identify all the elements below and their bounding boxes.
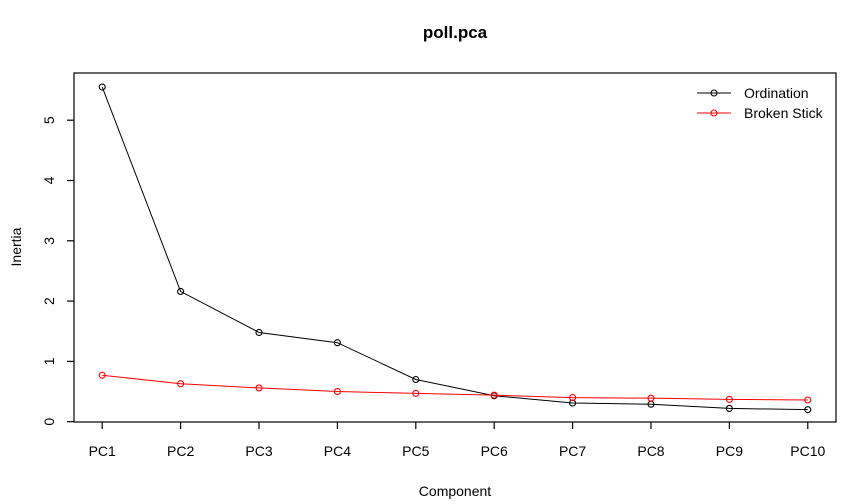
x-axis: PC1 PC2 PC3 PC4 PC5 PC6 PC7 PC8 PC9 PC10 [89,422,825,459]
data-point-broken-stick-pc4 [333,387,341,396]
y-tick-label: 1 [41,357,57,365]
data-point-ordination-pc10 [804,406,812,414]
x-tick-label: PC10 [790,443,825,459]
data-point-broken-stick-pc2 [177,380,185,388]
y-axis: 0 1 2 3 4 5 [41,116,74,426]
x-tick-label: PC4 [324,443,351,459]
data-point-broken-stick-pc9 [725,395,733,403]
y-tick-label: 0 [41,418,57,426]
data-point-ordination-pc7 [569,399,577,407]
data-point-broken-stick-pc1 [98,371,106,379]
legend-line-marker-icon [697,89,731,97]
x-axis-label: Component [418,483,492,499]
x-tick-label: PC5 [402,443,429,459]
series-ordination [98,83,812,414]
data-point-broken-stick-pc8 [647,394,655,402]
data-point-broken-stick-pc5 [412,389,420,397]
plot-box [73,72,837,423]
series-line-broken-stick [102,374,808,401]
y-axis-label: Inertia [8,227,24,267]
data-point-ordination-pc2 [177,287,185,296]
chart-legend: Ordination Broken Stick [697,83,823,123]
chart-title: poll.pca [422,23,488,42]
series-line-ordination [101,86,808,411]
y-tick-label: 4 [41,176,57,184]
x-tick-label: PC7 [559,443,586,459]
x-tick-label: PC1 [89,443,116,459]
data-point-broken-stick-pc6 [490,391,498,399]
data-point-ordination-pc9 [725,404,733,412]
x-tick-label: PC2 [167,443,194,459]
legend-label-ordination: Ordination [744,85,809,101]
data-point-broken-stick-pc3 [255,384,263,392]
legend-line-marker-icon [697,109,731,117]
legend-label-broken-stick: Broken Stick [744,105,823,121]
series-broken-stick [98,371,812,404]
legend-item-broken-stick: Broken Stick [697,103,823,123]
data-point-ordination-pc1 [98,83,106,91]
data-point-broken-stick-pc7 [569,394,577,402]
x-tick-label: PC3 [245,443,272,459]
x-tick-label: PC9 [716,443,743,459]
y-tick-label: 3 [41,237,57,245]
x-tick-label: PC8 [637,443,664,459]
data-point-ordination-pc4 [333,339,341,347]
data-point-ordination-pc3 [255,328,263,337]
data-point-ordination-pc5 [412,375,420,384]
y-tick-label: 5 [41,116,57,124]
legend-item-ordination: Ordination [697,83,823,103]
data-point-broken-stick-pc10 [804,396,812,404]
y-tick-label: 2 [41,297,57,305]
x-tick-label: PC6 [481,443,508,459]
